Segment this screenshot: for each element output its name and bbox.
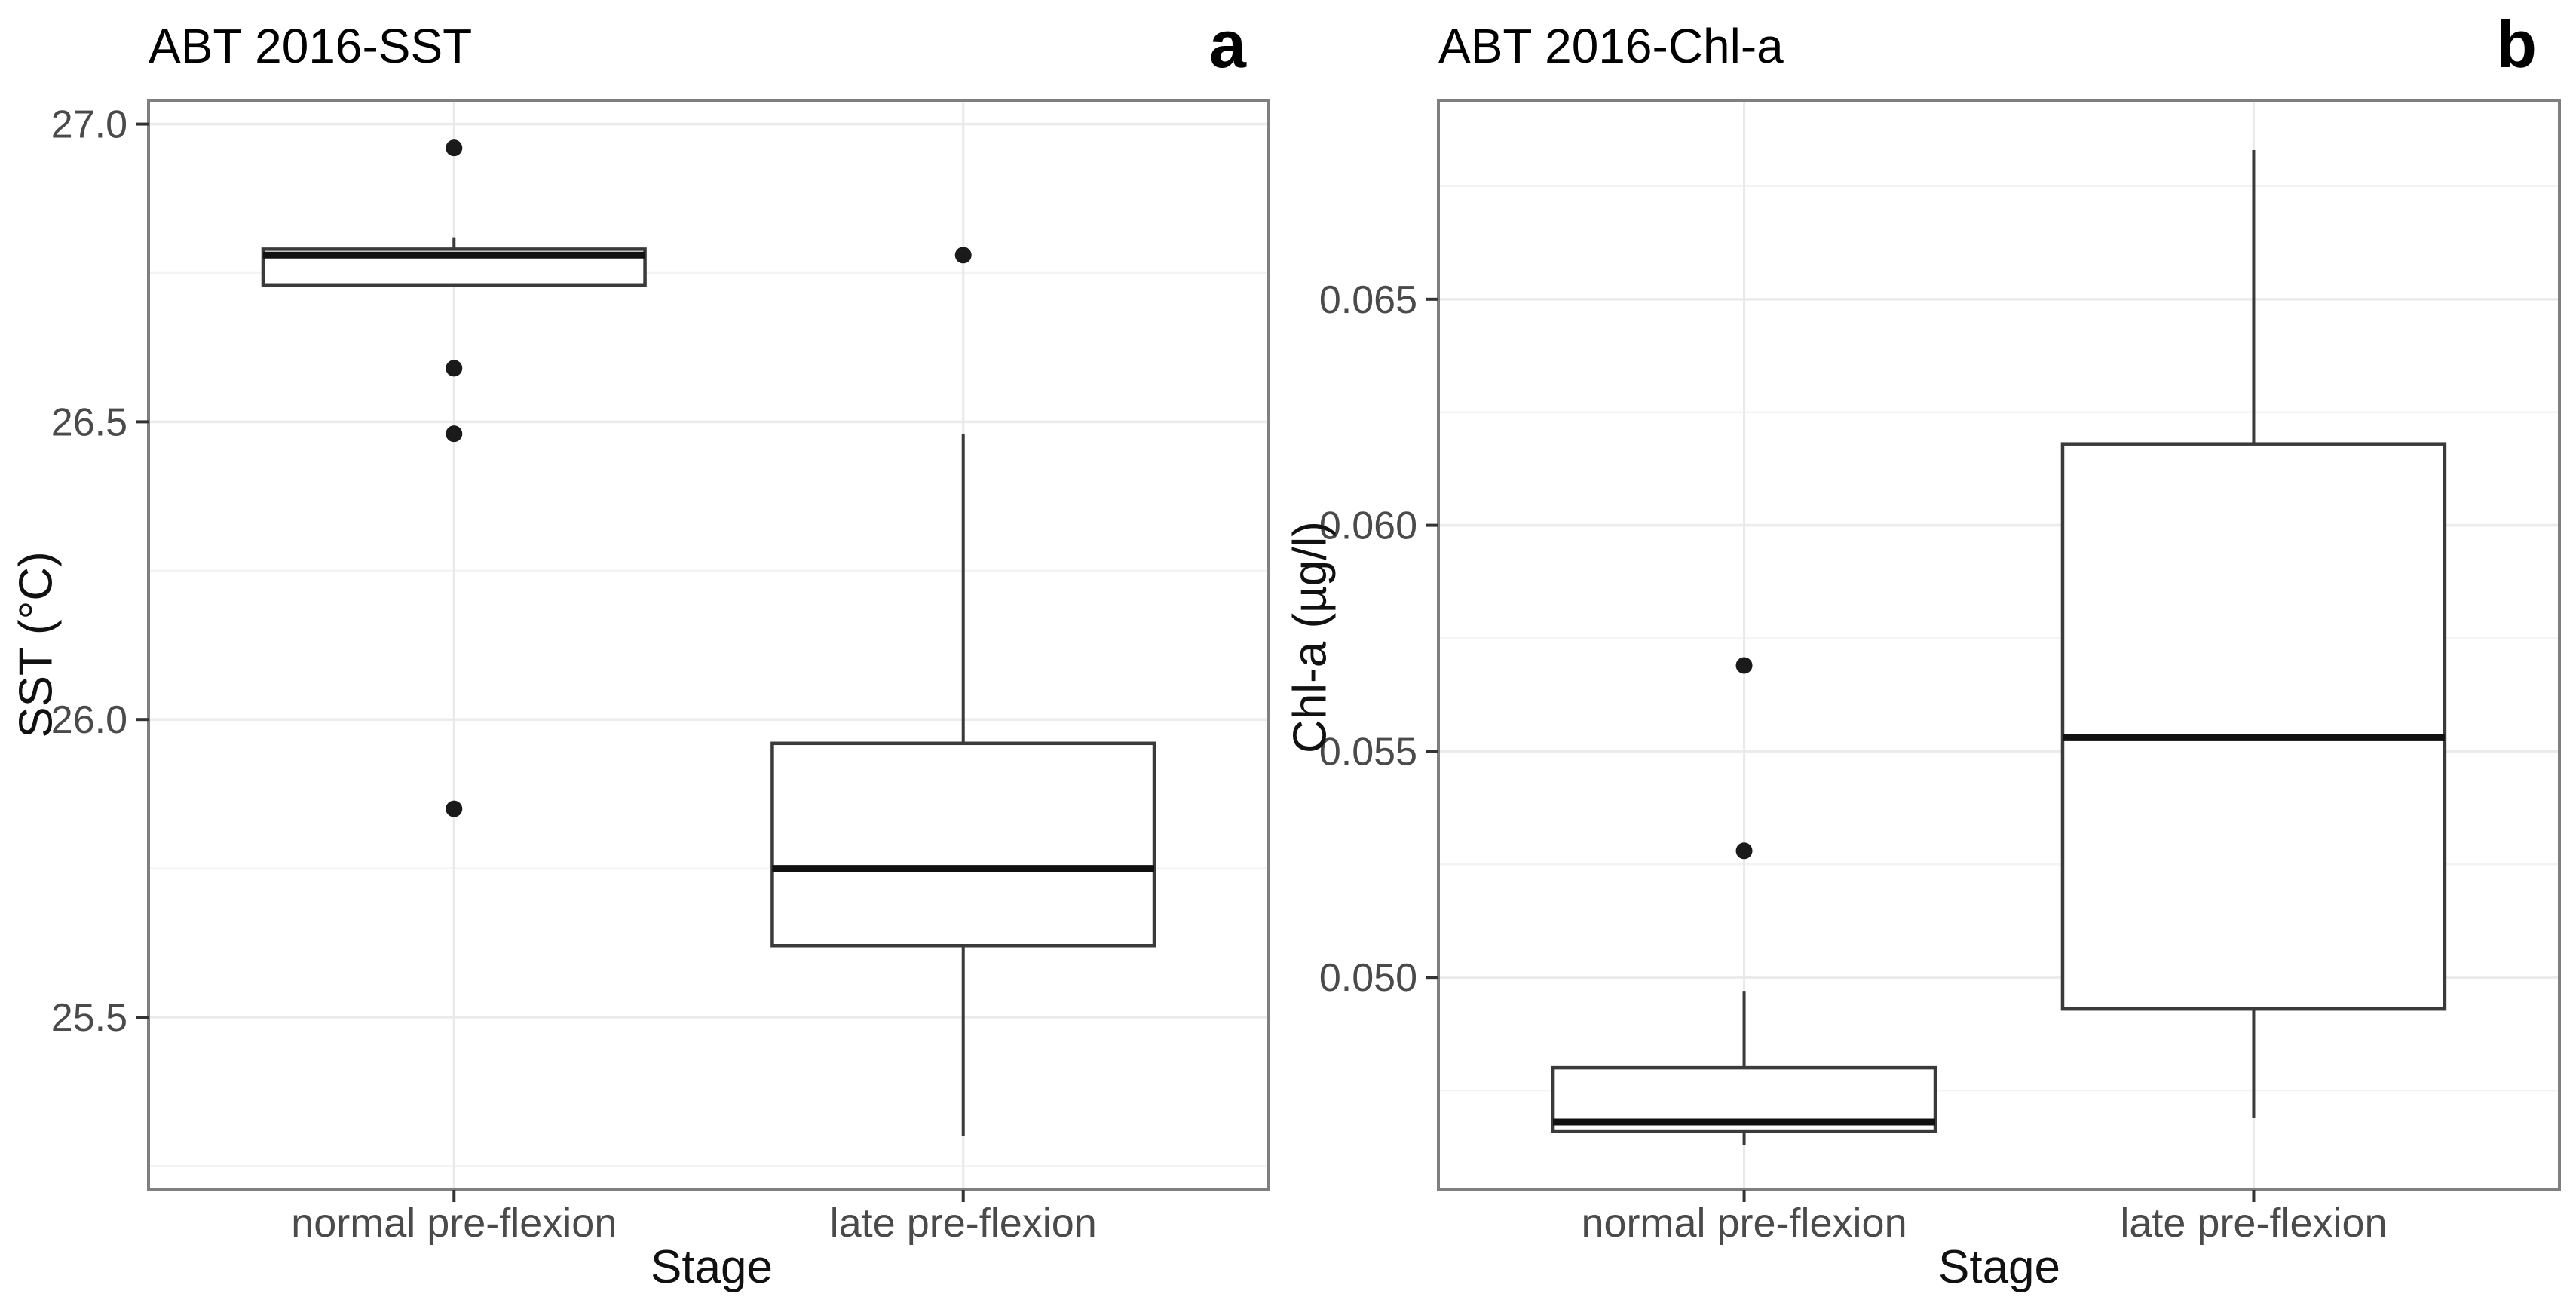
panel-a-border	[147, 99, 1270, 1191]
panel-a-outlier-point	[446, 425, 463, 443]
panel-b-title: ABT 2016-Chl-a	[1438, 19, 1784, 73]
panel-b-y-axis-title: Chl-a (µg/l)	[1284, 521, 1337, 753]
panel-a-x-category-label: late pre-flexion	[830, 1200, 1097, 1246]
panel-b-x-category-label: late pre-flexion	[2120, 1200, 2387, 1246]
panel-b-y-tick-label: 0.060	[1319, 504, 1417, 548]
panel-a-y-tick-label: 26.5	[51, 400, 127, 444]
panel-b-x-axis-title: Stage	[1937, 1241, 2061, 1293]
panel-a-y-tick-label: 27.0	[51, 103, 127, 147]
panel-b-outlier-point	[1735, 842, 1753, 860]
panel-b-y-tick-label: 0.050	[1319, 956, 1417, 1000]
panel-a-x-category-label: normal pre-flexion	[291, 1200, 617, 1246]
panel-a-box	[770, 741, 1156, 948]
panel-b-y-tick-label: 0.065	[1319, 278, 1417, 322]
panel-a-y-tick-label: 25.5	[51, 996, 127, 1040]
panel-a-outlier-point	[446, 800, 463, 817]
panel-a-title: ABT 2016-SST	[149, 19, 473, 73]
panel-b-y-tick-label: 0.055	[1319, 730, 1417, 774]
panel-a-outlier-point	[446, 139, 463, 157]
panel-b-outlier-point	[1735, 657, 1753, 674]
panel-a-outlier-point	[446, 360, 463, 377]
panel-a-outlier-point	[954, 247, 972, 264]
panel-a-y-axis-title: SST (°C)	[10, 551, 63, 738]
panel-a-y-tick-label: 26.0	[51, 698, 127, 742]
panel-b-letter: b	[2496, 7, 2537, 81]
panel-a-letter: a	[1209, 7, 1246, 81]
panel-a-x-axis-title: Stage	[650, 1241, 773, 1293]
panel-b-border	[1437, 99, 2561, 1191]
panel-b-box	[2060, 442, 2447, 1011]
panel-b-x-category-label: normal pre-flexion	[1581, 1200, 1907, 1246]
